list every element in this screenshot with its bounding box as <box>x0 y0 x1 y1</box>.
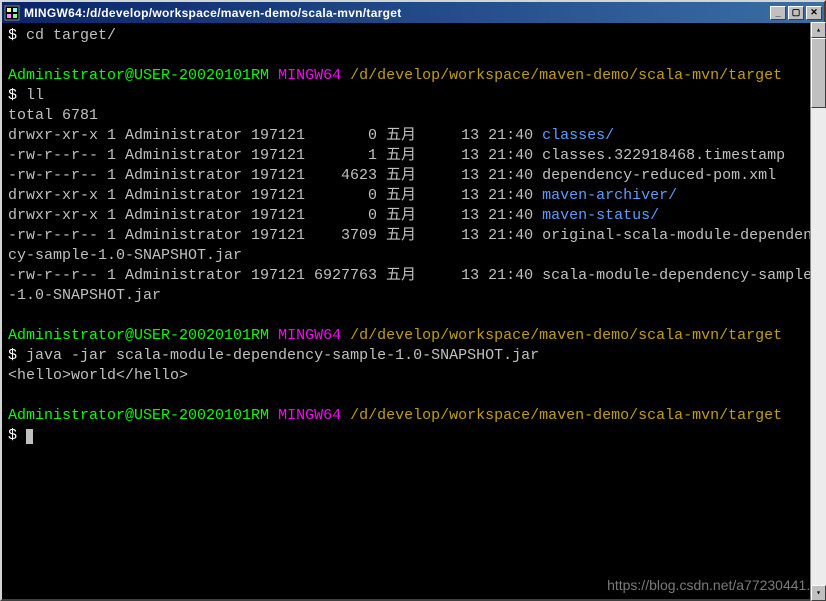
maximize-button[interactable]: ▢ <box>788 6 804 20</box>
terminal-window: MINGW64:/d/develop/workspace/maven-demo/… <box>0 0 826 601</box>
dir-entry: maven-archiver/ <box>542 187 677 204</box>
titlebar[interactable]: MINGW64:/d/develop/workspace/maven-demo/… <box>2 2 824 24</box>
vertical-scrollbar[interactable]: ▴ ▾ <box>810 22 826 601</box>
window-title: MINGW64:/d/develop/workspace/maven-demo/… <box>24 6 770 20</box>
cursor <box>26 429 33 444</box>
prompt-env: MINGW64 <box>278 407 341 424</box>
close-button[interactable]: ✕ <box>806 6 822 20</box>
prompt-symbol: $ <box>8 427 17 444</box>
app-icon <box>4 5 20 21</box>
prompt-symbol: $ <box>8 27 17 44</box>
scroll-down-button[interactable]: ▾ <box>811 585 826 601</box>
prompt-user: Administrator@USER-20020101RM <box>8 407 269 424</box>
scroll-track[interactable] <box>811 38 826 585</box>
prompt-path: /d/develop/workspace/maven-demo/scala-mv… <box>350 407 782 424</box>
scroll-thumb[interactable] <box>811 38 826 108</box>
scroll-up-button[interactable]: ▴ <box>811 22 826 38</box>
prompt-user: Administrator@USER-20020101RM <box>8 327 269 344</box>
minimize-button[interactable]: _ <box>770 6 786 20</box>
terminal-viewport[interactable]: $ cd target/ Administrator@USER-20020101… <box>2 24 824 599</box>
window-controls: _ ▢ ✕ <box>770 6 822 20</box>
prompt-env: MINGW64 <box>278 327 341 344</box>
prompt-symbol: $ <box>8 87 17 104</box>
prompt-user: Administrator@USER-20020101RM <box>8 67 269 84</box>
prompt-path: /d/develop/workspace/maven-demo/scala-mv… <box>350 67 782 84</box>
prompt-env: MINGW64 <box>278 67 341 84</box>
prompt-path: /d/develop/workspace/maven-demo/scala-mv… <box>350 327 782 344</box>
dir-entry: classes/ <box>542 127 614 144</box>
prompt-symbol: $ <box>8 347 17 364</box>
dir-entry: maven-status/ <box>542 207 659 224</box>
watermark: https://blog.csdn.net/a77230441... <box>607 575 818 595</box>
